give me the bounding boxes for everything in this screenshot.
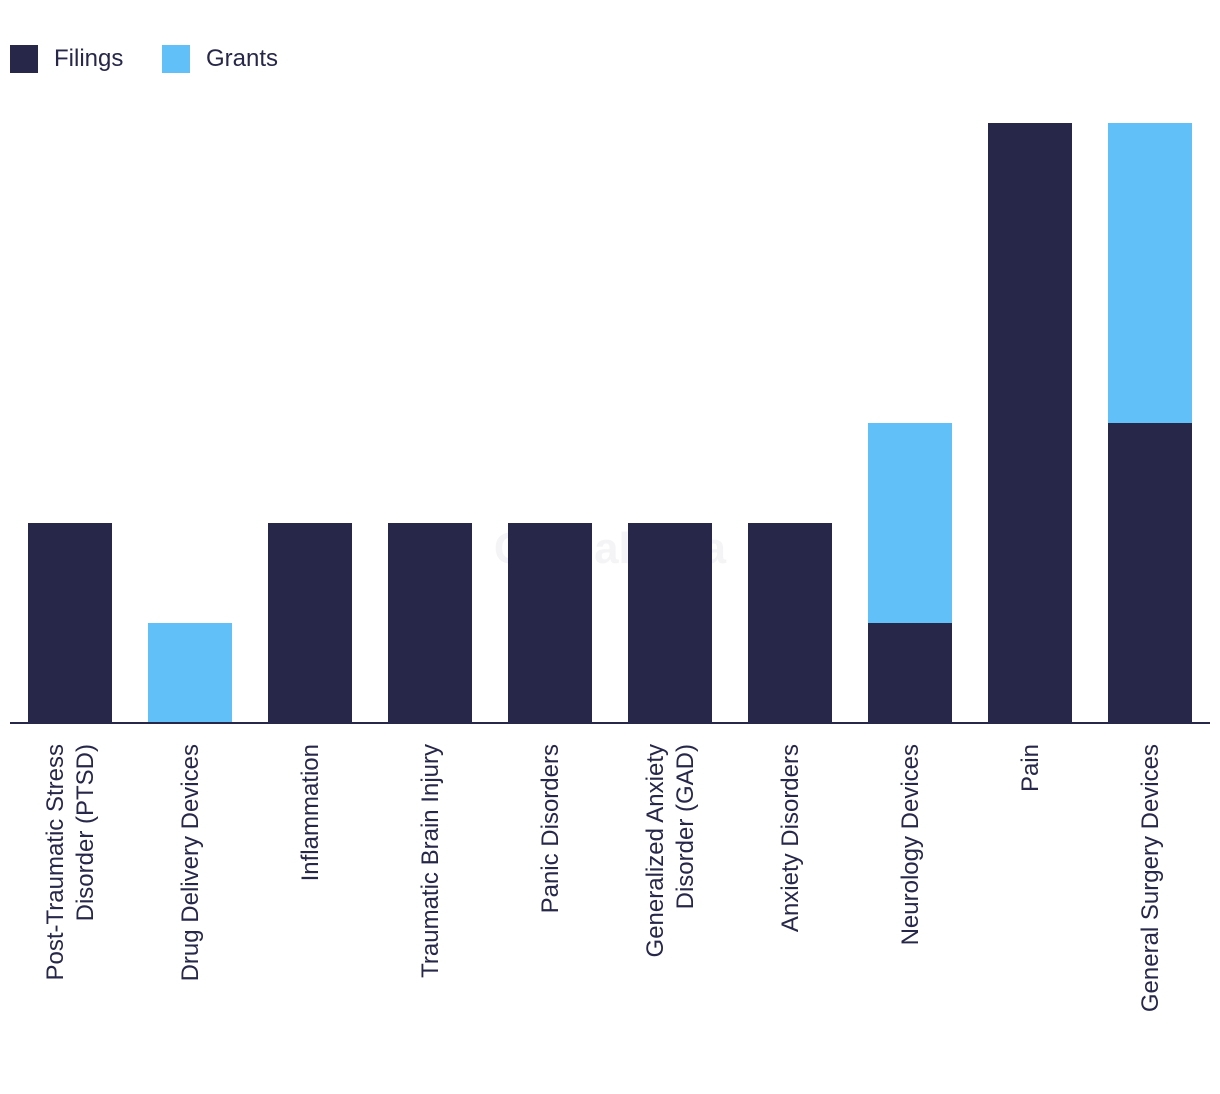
bar-filings-pain bbox=[988, 123, 1072, 723]
bar-filings-traumatic-brain-injury bbox=[388, 523, 472, 723]
bar-filings-inflammation bbox=[268, 523, 352, 723]
x-tick-labels: Post-Traumatic Stress Disorder (PTSD) Drug… bbox=[42, 744, 1164, 1012]
x-tick-label: Drug Delivery Devices bbox=[177, 744, 204, 981]
x-tick-label: Inflammation bbox=[297, 744, 324, 881]
x-tick-label: Generalized Anxiety bbox=[642, 744, 669, 957]
x-tick-label: Anxiety Disorders bbox=[777, 744, 804, 932]
x-tick-label: Panic Disorders bbox=[537, 744, 564, 913]
legend: Filings Grants bbox=[10, 45, 278, 73]
x-tick-label: Traumatic Brain Injury bbox=[417, 744, 444, 978]
bar-grants-general-surgery-devices bbox=[1108, 123, 1192, 423]
legend-swatch-grants bbox=[162, 45, 190, 73]
bar-filings-post-traumatic-stress-disorder-ptsd bbox=[28, 523, 112, 723]
x-tick-label: Disorder (GAD) bbox=[672, 744, 699, 909]
x-tick-label: Pain bbox=[1017, 744, 1044, 792]
legend-label-filings: Filings bbox=[54, 45, 123, 72]
x-tick-label: Neurology Devices bbox=[897, 744, 924, 945]
bar-filings-panic-disorders bbox=[508, 523, 592, 723]
x-tick-label: General Surgery Devices bbox=[1137, 744, 1164, 1012]
x-tick-label: Post-Traumatic Stress bbox=[42, 744, 69, 981]
bar-grants-neurology-devices bbox=[868, 423, 952, 623]
bar-filings-general-surgery-devices bbox=[1108, 423, 1192, 723]
bar-filings-neurology-devices bbox=[868, 623, 952, 723]
bar-filings-anxiety-disorders bbox=[748, 523, 832, 723]
legend-swatch-filings bbox=[10, 45, 38, 73]
bar-grants-drug-delivery-devices bbox=[148, 623, 232, 723]
bar-filings-generalized-anxiety-disorder-gad bbox=[628, 523, 712, 723]
bars-group bbox=[28, 123, 1192, 723]
x-tick-label: Disorder (PTSD) bbox=[72, 744, 99, 921]
legend-label-grants: Grants bbox=[206, 45, 278, 72]
